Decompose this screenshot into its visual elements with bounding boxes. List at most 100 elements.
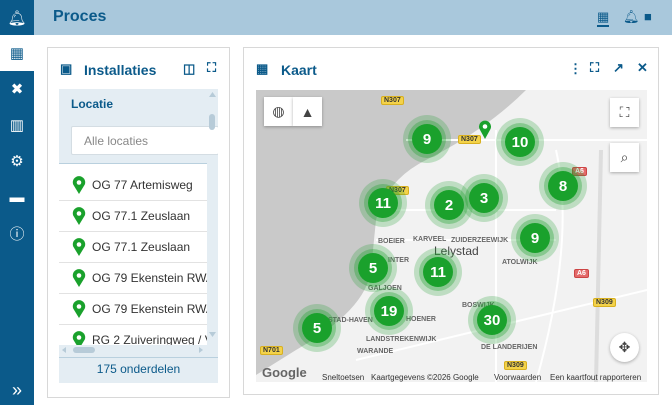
location-marker-icon[interactable] [478, 120, 492, 140]
report-error-link[interactable]: Een kaartfout rapporteren [550, 373, 642, 382]
installaties-list: Locatie Alle locaties OG 77 Artemisweg OG… [59, 89, 218, 383]
zoom-search-button[interactable]: ⌕ [610, 143, 639, 172]
map-type-globe-button[interactable]: ◍ [264, 97, 293, 126]
cluster-count: 10 [511, 133, 529, 151]
sidebar: 🔔︎ ▦ ✖ ▥ ⚙ ▬ ⓘ » [0, 0, 34, 405]
road-label: N309 [593, 298, 616, 307]
panel-title: Installaties [84, 62, 157, 78]
marker-cluster[interactable]: 11 [414, 248, 462, 296]
cluster-count: 11 [430, 263, 446, 281]
marker-cluster[interactable]: 3 [460, 174, 508, 222]
map-icon[interactable]: ▦ [597, 9, 610, 27]
terrain-button[interactable]: ▲ [293, 97, 322, 126]
location-filter-input[interactable]: Alle locaties [71, 126, 218, 155]
road-label: N701 [260, 346, 283, 355]
cluster-count: 2 [444, 196, 454, 214]
cluster-count: 30 [483, 311, 501, 329]
place-label: BOSWIJK [462, 302, 495, 309]
location-pin-icon [72, 269, 86, 287]
road-label: A6 [574, 269, 589, 278]
map-icon[interactable]: ▦ [0, 35, 34, 71]
marker-cluster[interactable]: 9 [403, 115, 451, 163]
fullscreen-icon[interactable]: ⛶ [590, 60, 600, 75]
cluster-count: 8 [558, 177, 568, 195]
cluster-count: 5 [312, 319, 322, 337]
location-pin-icon [72, 331, 86, 345]
marker-cluster[interactable]: 30 [468, 296, 516, 344]
map-data-text: Kaartgegevens ©2026 Google [371, 373, 479, 382]
list-item[interactable]: RG 2 Zuiveringweg / V [59, 325, 207, 345]
list-item[interactable]: OG 79 Ekenstein RWA [59, 263, 207, 294]
list-item[interactable]: OG 77.1 Zeuslaan [59, 232, 207, 263]
shortcuts-link[interactable]: Sneltoetsen [322, 373, 365, 382]
close-icon[interactable]: ✕ [637, 60, 648, 75]
road-label: N309 [504, 361, 527, 370]
cluster-count: 5 [368, 259, 378, 277]
google-logo: Google [262, 365, 307, 380]
more-options-icon[interactable]: ⋮ [569, 61, 582, 76]
split-view-icon[interactable]: ◫ [183, 61, 196, 76]
filter-label: Locatie [71, 97, 114, 111]
chip-icon: ▣ [60, 61, 73, 76]
cluster-count: 9 [530, 229, 540, 247]
road-label: N307 [458, 135, 481, 144]
location-pin-icon [72, 176, 86, 194]
place-label: ZUIDERZEEWIJK [451, 237, 509, 244]
item-label: OG 77.1 Zeuslaan [92, 240, 191, 254]
place-label: HOENER [406, 316, 436, 323]
page-title: Proces [53, 8, 107, 25]
tools-icon[interactable]: ✖ [10, 81, 24, 98]
marker-cluster[interactable]: 2 [425, 181, 473, 229]
item-label: RG 2 Zuiveringweg / V [92, 333, 207, 345]
chart-icon[interactable]: ▥ [9, 117, 25, 134]
note-icon[interactable]: ■ [644, 9, 652, 24]
place-label: WARANDE [357, 348, 394, 355]
place-label: INTER [388, 257, 409, 264]
place-label: KARVEEL [413, 236, 447, 243]
vertical-scrollbar[interactable] [207, 89, 218, 345]
top-bar: Proces ▦ 🔔︎ ■ [34, 0, 672, 35]
list-item[interactable]: OG 77 Artemisweg [59, 170, 207, 201]
marker-cluster[interactable]: 8 [539, 162, 587, 210]
map-background [256, 90, 647, 382]
bell-icon[interactable]: 🔔︎ [7, 9, 27, 27]
open-external-icon[interactable]: ↗ [613, 60, 624, 75]
item-count: 175 onderdelen [59, 357, 218, 376]
marker-cluster[interactable]: 10 [496, 118, 544, 166]
cluster-count: 9 [422, 130, 432, 148]
place-label: GALJOEN [368, 285, 402, 292]
marker-cluster[interactable]: 19 [365, 287, 413, 335]
place-label: STAD-HAVEN [328, 317, 373, 324]
pan-control-button[interactable]: ✥ [610, 333, 639, 362]
place-label: ATOLWIJK [502, 259, 538, 266]
list-item[interactable]: OG 79 Ekenstein RWA [59, 294, 207, 325]
road-label: A6 [572, 167, 587, 176]
bell-icon[interactable]: 🔔︎ [623, 9, 640, 24]
marker-cluster[interactable]: 11 [359, 179, 407, 227]
place-label: BOEIER [378, 238, 405, 245]
panel-title: Kaart [281, 62, 317, 78]
map[interactable]: N307 N307 N307 A6 A6 N309 N701 N309 BOEIER KARVEE… [256, 90, 647, 382]
place-label: Lelystad [434, 244, 479, 258]
map-icon: ▦ [256, 61, 269, 76]
horizontal-scrollbar[interactable] [59, 345, 218, 355]
list-item[interactable]: OG 77.1 Zeuslaan [59, 201, 207, 232]
expand-sidebar-button[interactable]: » [11, 379, 22, 400]
fullscreen-icon[interactable]: ⛶ [207, 60, 217, 75]
toolbox-icon[interactable]: ▬ [9, 188, 25, 206]
place-label: LANDSTREKENWIJK [366, 336, 437, 343]
marker-cluster[interactable]: 9 [511, 214, 559, 262]
road-label: N307 [381, 96, 404, 105]
terms-link[interactable]: Voorwaarden [494, 373, 542, 382]
place-label: DE LANDERIJEN [481, 344, 538, 351]
info-icon[interactable]: ⓘ [9, 225, 25, 243]
marker-cluster[interactable]: 5 [293, 304, 341, 352]
location-pin-icon [72, 207, 86, 225]
cluster-count: 19 [380, 302, 398, 320]
location-pin-icon [72, 238, 86, 256]
item-label: OG 79 Ekenstein RWA [92, 302, 207, 316]
item-label: OG 77.1 Zeuslaan [92, 209, 191, 223]
map-fullscreen-button[interactable]: ⛶ [610, 98, 639, 127]
marker-cluster[interactable]: 5 [349, 244, 397, 292]
gear-icon[interactable]: ⚙ [10, 153, 24, 170]
